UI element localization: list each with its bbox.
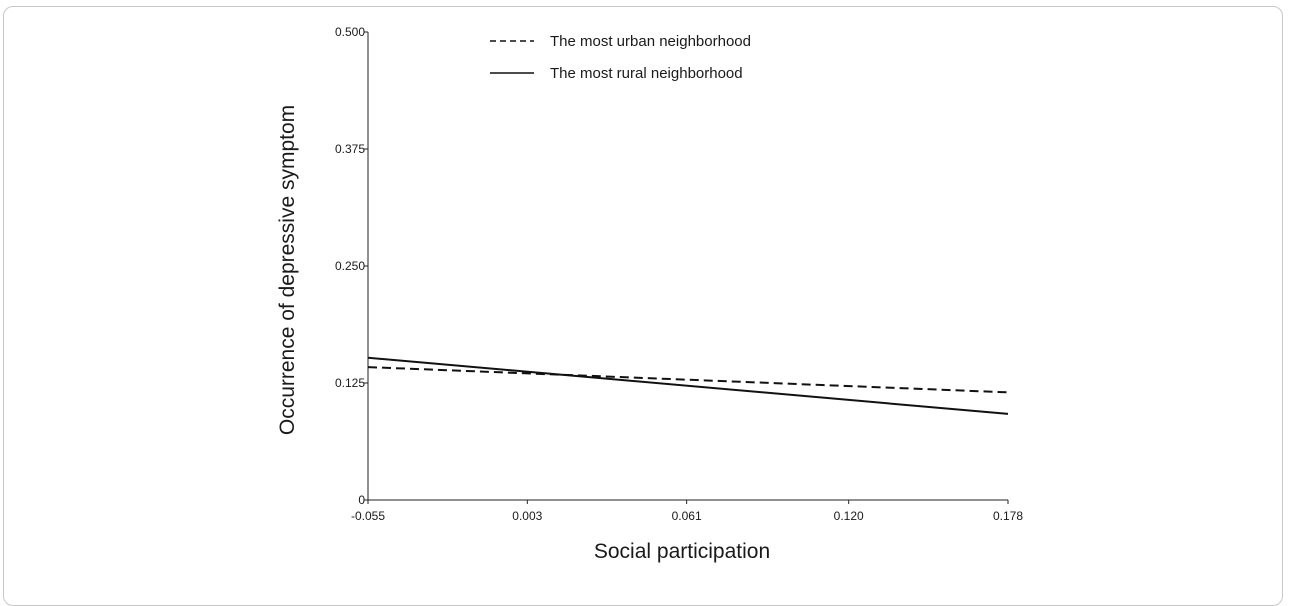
legend-label: The most rural neighborhood <box>550 65 743 82</box>
y-tick-label: 0.375 <box>335 142 365 156</box>
y-axis-title: Occurrence of depressive symptom <box>276 105 299 435</box>
y-axis-ticks: 0 0.125 0.250 0.375 0.500 <box>335 25 368 507</box>
y-tick-label: 0.500 <box>335 25 365 39</box>
y-tick-label: 0.250 <box>335 259 365 273</box>
series-lines <box>367 356 1009 415</box>
x-tick-label: 0.003 <box>512 509 542 523</box>
x-axis-title: Social participation <box>594 540 770 563</box>
urban-series-line <box>367 366 1009 394</box>
x-tick-label: -0.055 <box>351 509 385 523</box>
rural-series-line <box>367 356 1009 415</box>
line-chart: 0 0.125 0.250 0.375 0.500 -0.055 0.003 0.061 0.… <box>276 25 1023 563</box>
y-tick-label: 0.125 <box>335 376 365 390</box>
x-tick-label: 0.178 <box>993 509 1023 523</box>
legend-label: The most urban neighborhood <box>550 33 751 50</box>
x-axis-ticks: -0.055 0.003 0.061 0.120 0.178 <box>351 500 1023 523</box>
x-tick-label: 0.120 <box>834 509 864 523</box>
legend: The most urban neighborhood The most rura… <box>490 33 751 82</box>
y-tick-label: 0 <box>358 493 365 507</box>
x-tick-label: 0.061 <box>672 509 702 523</box>
plot-area: 0 0.125 0.250 0.375 0.500 -0.055 0.003 0.061 0.… <box>335 25 1023 523</box>
